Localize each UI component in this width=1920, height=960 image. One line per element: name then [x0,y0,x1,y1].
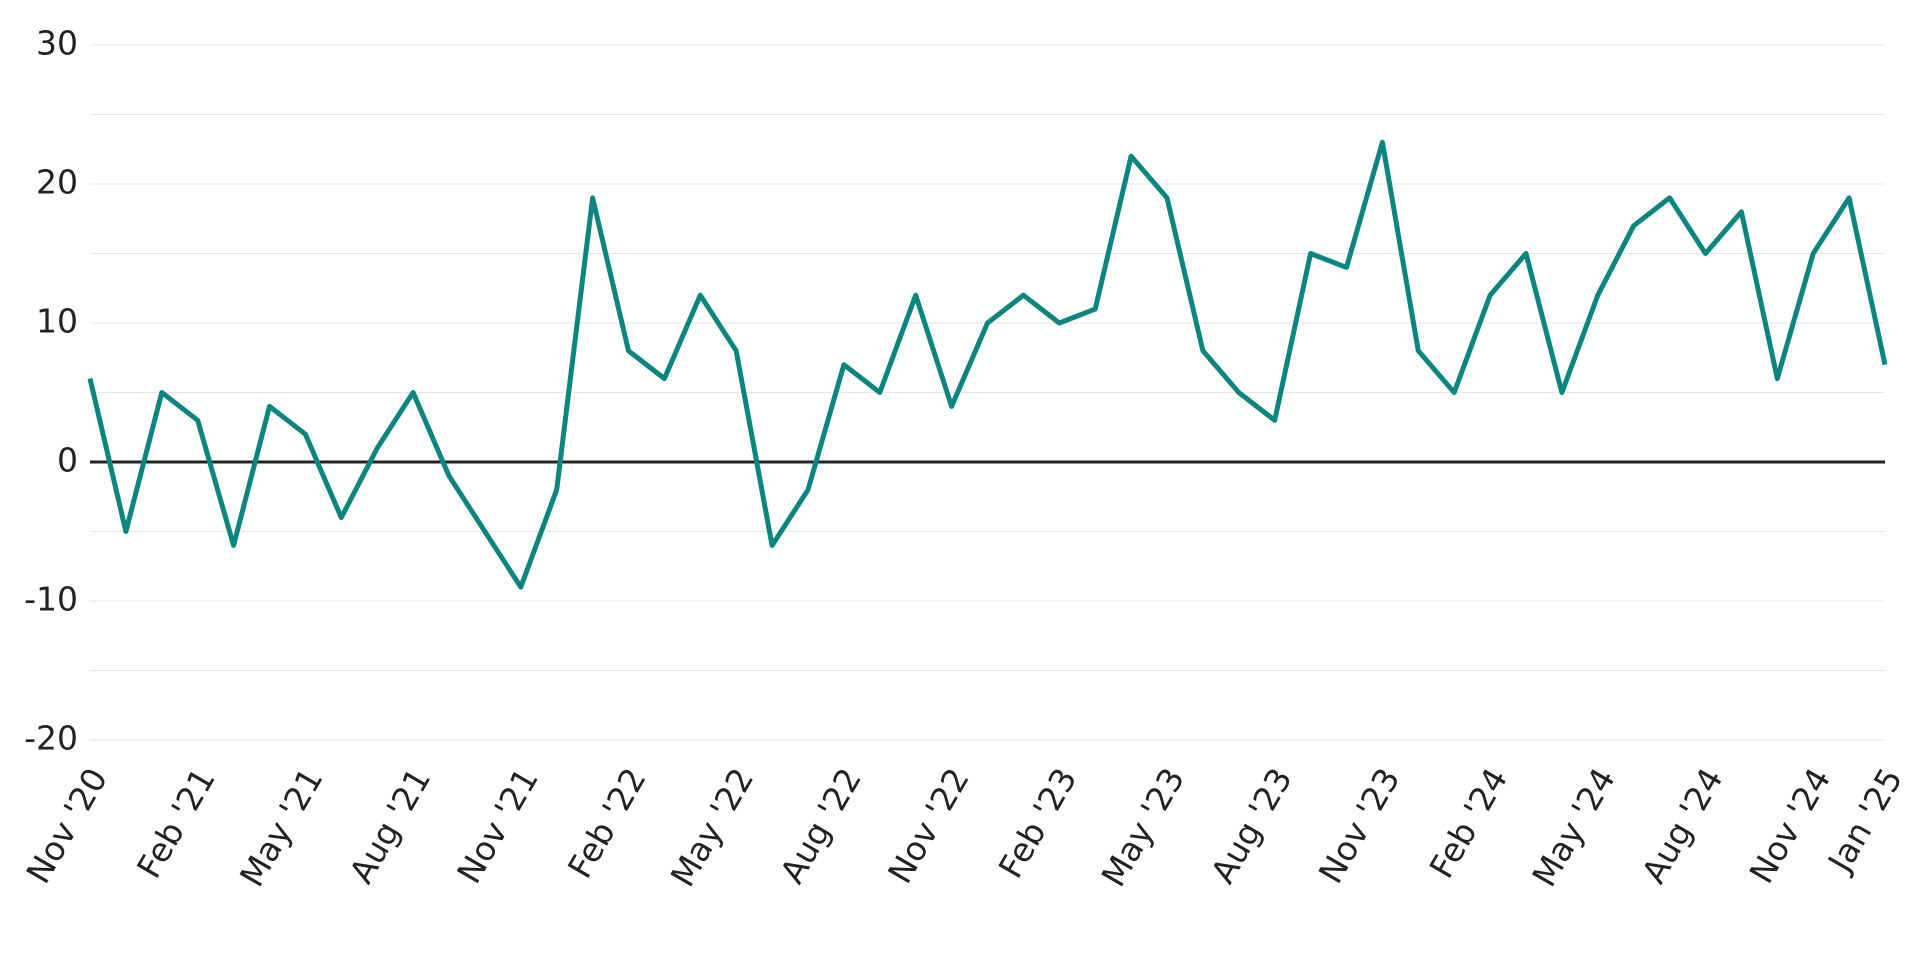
y-tick-label: 10 [36,302,78,341]
x-tick-label: Nov '22 [880,761,977,890]
x-tick-label: Aug '22 [772,761,869,890]
x-tick-label: Nov '20 [18,761,115,890]
x-tick-label: May '22 [663,761,762,893]
y-tick-label: 0 [57,441,78,480]
x-tick-label: Nov '23 [1311,761,1408,890]
x-tick-label: May '23 [1093,761,1192,893]
x-tick-label: Nov '21 [449,761,546,890]
data-line [87,139,1888,590]
x-tick-label: Feb '21 [129,761,223,884]
x-tick-label: Feb '22 [560,761,654,884]
x-tick-label: May '24 [1524,761,1623,893]
y-tick-label: 20 [36,163,78,202]
y-tick-label: -10 [24,580,78,619]
x-tick-label: Feb '24 [1421,761,1515,884]
x-tick-label: Feb '23 [991,761,1085,884]
x-tick-label: Nov '24 [1742,761,1839,890]
y-tick-label: -20 [24,719,78,758]
x-tick-label: Aug '21 [341,761,438,890]
x-tick-label: May '21 [232,761,331,893]
x-tick-label: Aug '23 [1203,761,1300,890]
y-tick-label: 30 [36,24,78,63]
x-tick-label: Aug '24 [1634,761,1731,890]
